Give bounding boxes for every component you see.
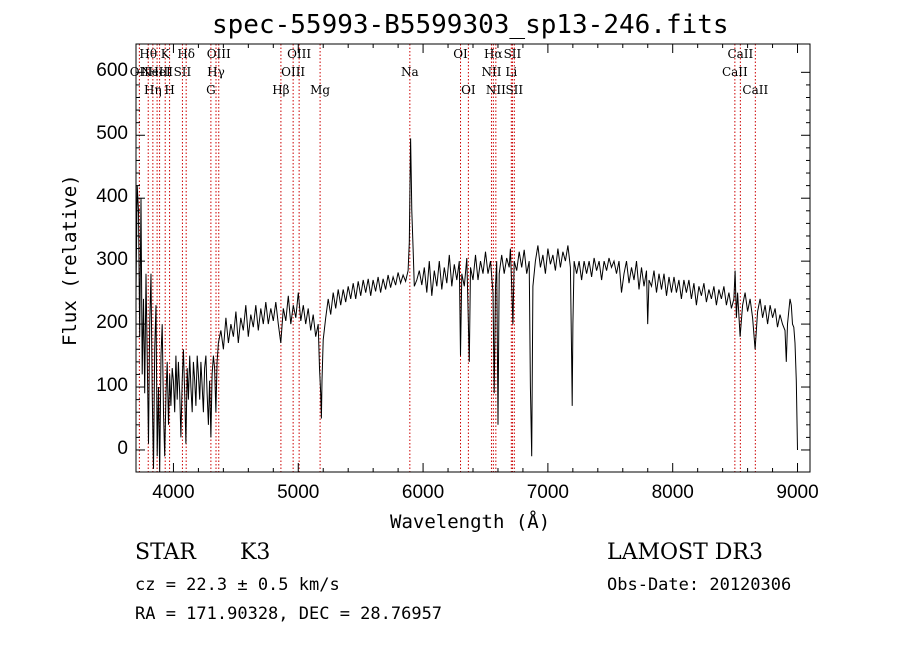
spectral-line-markers [138, 44, 756, 472]
line-marker-label: SII [174, 65, 192, 79]
line-marker-label: Hδ [177, 47, 195, 61]
line-marker-label: NII [486, 83, 506, 97]
redshift-info: cz = 22.3 ± 0.5 km/s [135, 575, 340, 595]
y-tick-label: 100 [96, 375, 128, 397]
x-tick-label: 9000 [776, 482, 819, 503]
line-marker-label: H [164, 83, 174, 97]
x-tick-label: 4000 [152, 482, 195, 503]
line-marker-label: G [206, 83, 216, 97]
line-marker-label: Hθ [139, 47, 157, 61]
axis-ticks [136, 44, 810, 472]
observation-date: Obs-Date: 20120306 [607, 575, 792, 595]
line-marker-label: Hβ [272, 83, 289, 97]
y-tick-label: 600 [96, 60, 128, 82]
x-axis-label: Wavelength (Å) [390, 511, 551, 533]
line-marker-label: NeIII [141, 65, 173, 79]
line-marker-label: OI [453, 47, 468, 61]
line-marker-label: HeI [148, 65, 171, 79]
x-tick-label: 7000 [526, 482, 570, 503]
line-marker-label: NII [481, 65, 501, 79]
line-marker-label: OII [130, 65, 150, 79]
spectrum-series [135, 138, 798, 473]
line-marker-label: K [161, 47, 171, 61]
coordinates: RA = 171.90328, DEC = 28.76957 [135, 604, 443, 624]
x-tick-label: 8000 [651, 482, 694, 503]
plot-frame [135, 43, 811, 473]
spectrum-line [135, 138, 798, 473]
object-subclass: K3 [240, 540, 271, 565]
x-tick-label: 5000 [277, 482, 320, 503]
line-marker-label: SII [504, 47, 522, 61]
y-tick-label: 0 [117, 437, 128, 459]
spectral-line-labels: OIIHθHηNeIIIHeIKHSIIHδGHγOIIIHβOIIIOIIIM… [130, 47, 769, 97]
line-marker-label: Hγ [207, 65, 225, 79]
line-marker-label: Hα [484, 47, 503, 61]
line-marker-label: CaII [742, 83, 768, 97]
line-marker-label: OI [461, 83, 476, 97]
survey-name: LAMOST DR3 [607, 540, 763, 565]
x-tick-label: 6000 [401, 482, 445, 503]
line-marker-label: Na [401, 65, 419, 79]
y-tick-label: 400 [96, 186, 128, 208]
line-marker-label: OIII [281, 65, 305, 79]
line-marker-label: CaII [727, 47, 753, 61]
y-tick-label: 300 [96, 249, 128, 271]
y-tick-label: 200 [96, 312, 128, 334]
object-class: STAR [135, 540, 196, 565]
line-marker-label: OIII [207, 47, 231, 61]
line-marker-label: Hη [144, 83, 162, 97]
chart-title: spec-55993-B5599303_sp13-246.fits [212, 10, 729, 40]
line-marker-label: Mg [310, 83, 330, 97]
y-tick-label: 500 [96, 123, 128, 145]
line-marker-label: OIII [287, 47, 311, 61]
line-marker-label: SII [505, 83, 523, 97]
line-marker-label: CaII [722, 65, 748, 79]
line-marker-label: Li [505, 65, 517, 79]
